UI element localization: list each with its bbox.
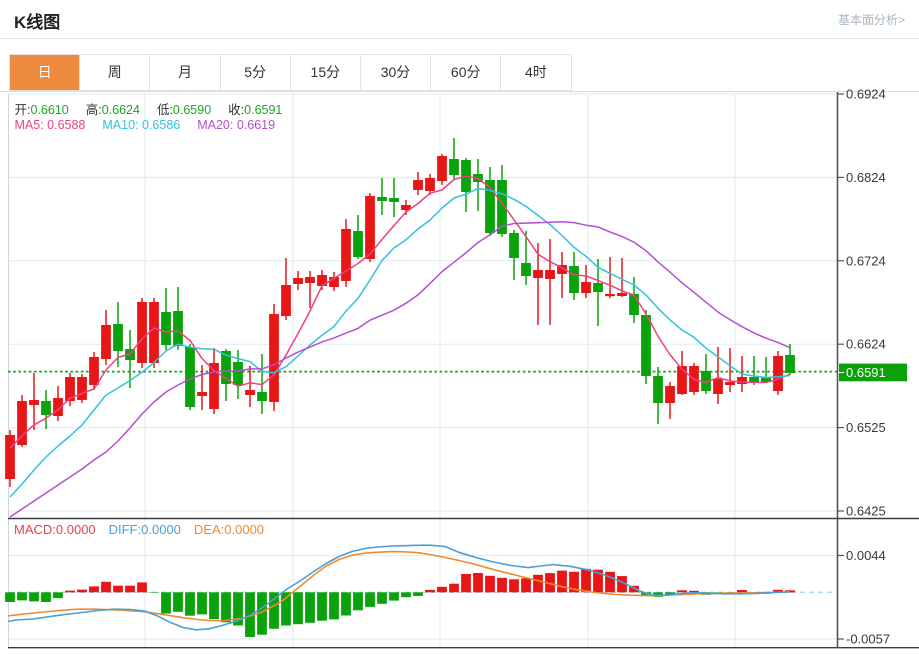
svg-text:0.0044: 0.0044 xyxy=(846,548,886,563)
svg-text:0.6624: 0.6624 xyxy=(846,337,886,352)
svg-text:0.6924: 0.6924 xyxy=(846,87,886,102)
svg-text:0.6591: 0.6591 xyxy=(846,365,886,380)
svg-text:0.6824: 0.6824 xyxy=(846,170,886,185)
svg-text:0.6724: 0.6724 xyxy=(846,253,886,268)
svg-text:-0.0057: -0.0057 xyxy=(846,632,890,647)
svg-text:0.6525: 0.6525 xyxy=(846,420,886,435)
svg-text:0.6425: 0.6425 xyxy=(846,504,886,519)
